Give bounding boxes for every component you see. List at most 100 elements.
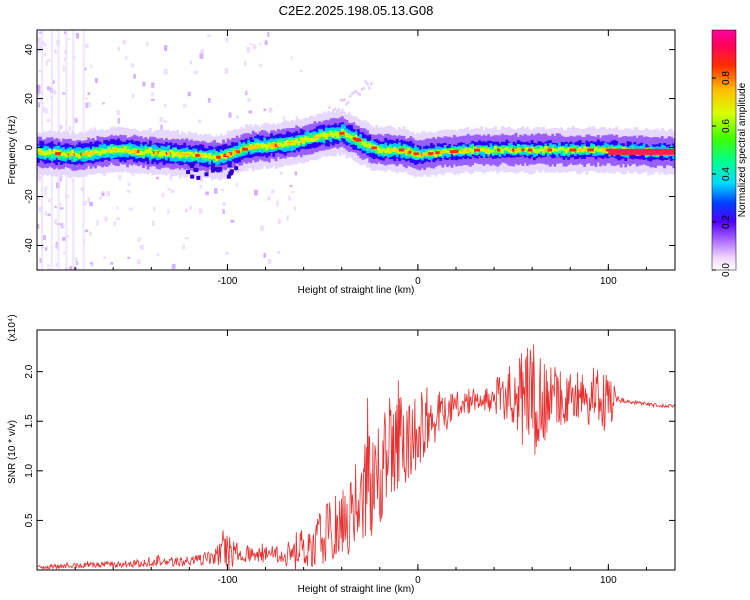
hot-spot (527, 148, 533, 152)
ridge-band (190, 151, 193, 160)
colorbar-tick-label: 0.6 (721, 119, 732, 133)
ridge-band (526, 146, 529, 151)
ridge-band (313, 137, 317, 142)
speckle (37, 196, 41, 201)
ridge-band (489, 147, 493, 154)
speckle (235, 182, 238, 187)
ridge-band (596, 148, 600, 153)
speckle (356, 91, 359, 95)
hot-spot (428, 152, 434, 156)
speckle (230, 219, 235, 223)
speckle (61, 224, 65, 229)
ridge-band (594, 146, 598, 151)
ridge-band (158, 152, 161, 157)
speckle (67, 37, 71, 41)
ridge-band (500, 146, 504, 153)
hot-spot (85, 152, 91, 156)
speckle (44, 211, 48, 216)
ridge-band (329, 131, 333, 137)
ridge-band (530, 146, 534, 150)
speckle (159, 116, 164, 123)
hot-spot (223, 154, 230, 158)
speckle (224, 68, 229, 74)
ridge-band (480, 148, 484, 152)
speckle (38, 42, 42, 49)
hot-spot (583, 148, 589, 152)
speckle (187, 91, 191, 97)
speckle (55, 263, 58, 267)
speckle (263, 252, 267, 258)
ridge-band (494, 145, 497, 150)
speckle (54, 205, 57, 208)
speckle (171, 263, 176, 270)
colorbar-ticks: 0.0 0.2 0.4 0.6 0.8 (712, 71, 732, 277)
hot-spot (228, 152, 233, 156)
speckle (38, 69, 43, 72)
ridge-band (174, 147, 177, 157)
speckle (222, 209, 225, 214)
speckle (163, 45, 168, 52)
hot-spot (313, 136, 317, 140)
page-title: C2E2.2025.198.05.13.G08 (278, 3, 434, 18)
ridge-band (304, 136, 308, 142)
speckle (182, 103, 187, 108)
speckle (291, 190, 295, 194)
ridge-band (500, 149, 504, 154)
hot-spot (299, 139, 304, 143)
ridge-band (210, 155, 214, 159)
speckle (224, 251, 229, 255)
hot-spot (216, 155, 221, 159)
ridge-band (359, 140, 363, 148)
speckle (127, 182, 131, 187)
speckle (182, 243, 185, 250)
ridge-band (148, 147, 152, 154)
hot-spot (255, 145, 261, 149)
ridge-band (240, 147, 244, 151)
ridge-band (347, 134, 351, 138)
speckle (197, 119, 202, 124)
hot-spot (547, 148, 552, 152)
speckle (52, 89, 57, 95)
hot-spot (352, 137, 357, 141)
ridge-band (190, 151, 193, 156)
ridge-band (350, 135, 353, 140)
hot-spot (509, 148, 513, 152)
speckle (298, 69, 303, 73)
speckle (59, 207, 64, 210)
ridge-band (583, 146, 586, 150)
ridge-band (576, 149, 580, 153)
ridge-band (471, 149, 475, 155)
ridge-band (562, 148, 566, 156)
ridge-band (103, 149, 107, 154)
speckle (221, 188, 225, 192)
ridge-band (279, 142, 283, 147)
ridge-band (71, 150, 75, 155)
speckle (117, 117, 120, 124)
ridge-band (169, 149, 173, 154)
speckle (110, 261, 114, 265)
hot-spot (571, 148, 577, 152)
speckle (246, 47, 250, 53)
ridge-band (564, 148, 568, 154)
hot-spot (176, 152, 183, 156)
ytick-label: -20 (24, 189, 35, 204)
speckle (282, 116, 285, 121)
speckle (94, 77, 98, 84)
hot-spot (185, 153, 190, 157)
hot-spot (435, 151, 440, 155)
blob (228, 171, 233, 176)
speckle (62, 65, 65, 72)
ridge-band (52, 148, 56, 154)
speckle (83, 200, 87, 206)
speckle (100, 191, 105, 195)
hot-spot (248, 145, 252, 149)
speckle (151, 98, 155, 101)
ridge-band (489, 150, 493, 153)
ridge-band (208, 152, 212, 159)
speckle (268, 107, 273, 113)
hot-spot (460, 149, 465, 153)
hot-spot (413, 152, 419, 156)
ridge-band (94, 149, 97, 154)
hot-spot (588, 148, 594, 152)
